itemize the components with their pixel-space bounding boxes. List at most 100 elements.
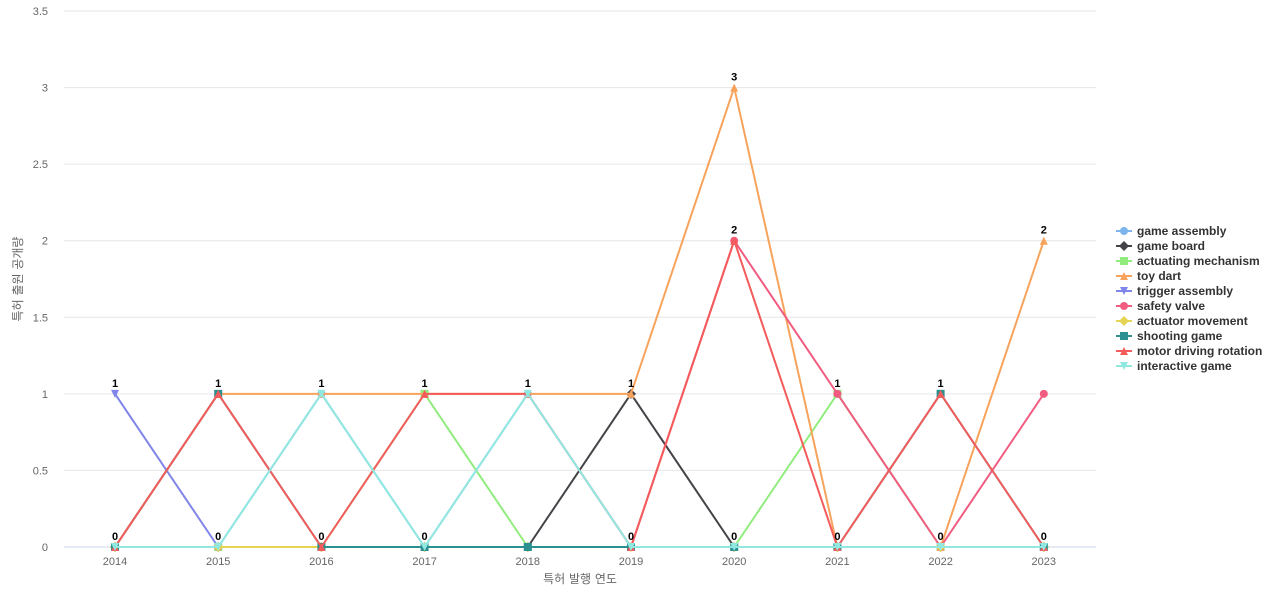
legend-item[interactable]: motor driving rotation <box>1116 344 1262 358</box>
data-point <box>730 83 739 92</box>
legend-marker <box>1120 257 1128 265</box>
data-label: 3 <box>731 72 737 84</box>
data-label: 1 <box>422 378 428 390</box>
y-tick-label: 3 <box>42 83 48 95</box>
data-label: 0 <box>1041 531 1047 543</box>
data-point <box>1039 236 1048 245</box>
data-point <box>833 543 842 551</box>
data-point <box>523 389 532 398</box>
data-label: 0 <box>731 531 737 543</box>
data-point <box>1039 543 1048 551</box>
y-tick-label: 2 <box>42 236 48 248</box>
legend-item[interactable]: shooting game <box>1116 329 1223 343</box>
data-label: 0 <box>422 531 428 543</box>
y-axis-title: 특허 출원 공개량 <box>11 237 25 322</box>
x-tick-label: 2023 <box>1032 556 1056 568</box>
y-tick-label: 2.5 <box>33 159 48 171</box>
series-line <box>115 392 1044 548</box>
legend-label: trigger assembly <box>1137 284 1233 298</box>
data-label: 1 <box>834 378 840 390</box>
data-label: 0 <box>215 531 221 543</box>
x-tick-label: 2018 <box>516 556 540 568</box>
legend-label: actuator movement <box>1137 314 1248 328</box>
y-tick-label: 1.5 <box>33 312 48 324</box>
data-label: 0 <box>628 531 634 543</box>
data-point <box>317 389 326 398</box>
legend-item[interactable]: game board <box>1116 239 1205 253</box>
legend-item[interactable]: actuating mechanism <box>1116 254 1260 268</box>
data-point <box>1039 389 1048 398</box>
data-label: 0 <box>938 531 944 543</box>
grid <box>64 10 1096 471</box>
data-label: 2 <box>1041 225 1047 237</box>
legend-marker <box>1119 316 1129 326</box>
x-axis-ticks: 2014 2015 2016 2017 2018 2019 2020 2021 2022 2023 <box>103 556 1056 568</box>
legend-marker <box>1120 287 1128 295</box>
data-point <box>627 543 635 551</box>
legend-label: safety valve <box>1137 299 1205 313</box>
data-labels: 0 0 0 0 0 0 0 0 0 1 1 1 1 1 1 3 1 1 2 2 <box>112 72 1047 543</box>
x-tick-label: 2016 <box>309 556 333 568</box>
legend-label: motor driving rotation <box>1137 344 1262 358</box>
series-interactive-game <box>111 389 1048 551</box>
data-point <box>420 543 429 551</box>
legend-marker <box>1120 332 1128 340</box>
data-point <box>111 389 119 398</box>
legend-marker <box>1120 347 1128 355</box>
data-point <box>627 389 635 398</box>
legend-item[interactable]: trigger assembly <box>1116 284 1233 298</box>
data-label: 1 <box>525 378 531 390</box>
data-label: 2 <box>731 225 737 237</box>
data-point <box>936 543 945 551</box>
data-point <box>833 389 842 398</box>
data-point <box>214 543 223 551</box>
legend-marker <box>1119 241 1129 251</box>
legend-item[interactable]: actuator movement <box>1116 314 1248 328</box>
legend-label: game assembly <box>1137 224 1227 238</box>
legend-item[interactable]: toy dart <box>1116 269 1181 283</box>
legend-item[interactable]: safety valve <box>1116 299 1205 313</box>
legend-label: game board <box>1137 239 1205 253</box>
y-tick-label: 0 <box>42 542 48 554</box>
data-label: 0 <box>112 531 118 543</box>
data-point <box>420 389 429 398</box>
x-tick-label: 2019 <box>619 556 643 568</box>
y-tick-label: 1 <box>42 389 48 401</box>
series-lines <box>110 83 1049 552</box>
x-tick-label: 2022 <box>928 556 952 568</box>
data-label: 1 <box>318 378 324 390</box>
legend-item[interactable]: interactive game <box>1116 359 1232 373</box>
data-point <box>317 543 326 551</box>
x-tick-label: 2020 <box>722 556 746 568</box>
data-label: 1 <box>628 378 634 390</box>
y-tick-label: 3.5 <box>33 6 48 18</box>
legend-marker <box>1120 227 1128 235</box>
legend-label: actuating mechanism <box>1137 254 1260 268</box>
legend-marker <box>1120 362 1128 370</box>
legend-marker <box>1120 302 1128 310</box>
data-label: 1 <box>215 378 221 390</box>
data-label: 1 <box>938 378 944 390</box>
data-point <box>730 543 739 551</box>
x-tick-label: 2021 <box>825 556 849 568</box>
data-point <box>523 543 532 551</box>
y-axis-ticks: 0 0.5 1 1.5 2 2.5 3 3.5 <box>33 6 48 554</box>
legend-label: interactive game <box>1137 359 1232 373</box>
data-point <box>730 236 739 245</box>
data-label: 0 <box>834 531 840 543</box>
legend-marker <box>1120 272 1128 280</box>
data-point <box>936 389 945 398</box>
y-tick-label: 0.5 <box>33 465 48 477</box>
data-label: 0 <box>318 531 324 543</box>
data-label: 1 <box>112 378 118 390</box>
x-axis-title: 특허 발행 연도 <box>543 571 617 586</box>
legend-label: toy dart <box>1137 269 1181 283</box>
x-tick-label: 2015 <box>206 556 230 568</box>
legend-label: shooting game <box>1137 329 1223 343</box>
x-tick-label: 2017 <box>412 556 436 568</box>
legend-item[interactable]: game assembly <box>1116 224 1227 238</box>
x-tick-label: 2014 <box>103 556 127 568</box>
